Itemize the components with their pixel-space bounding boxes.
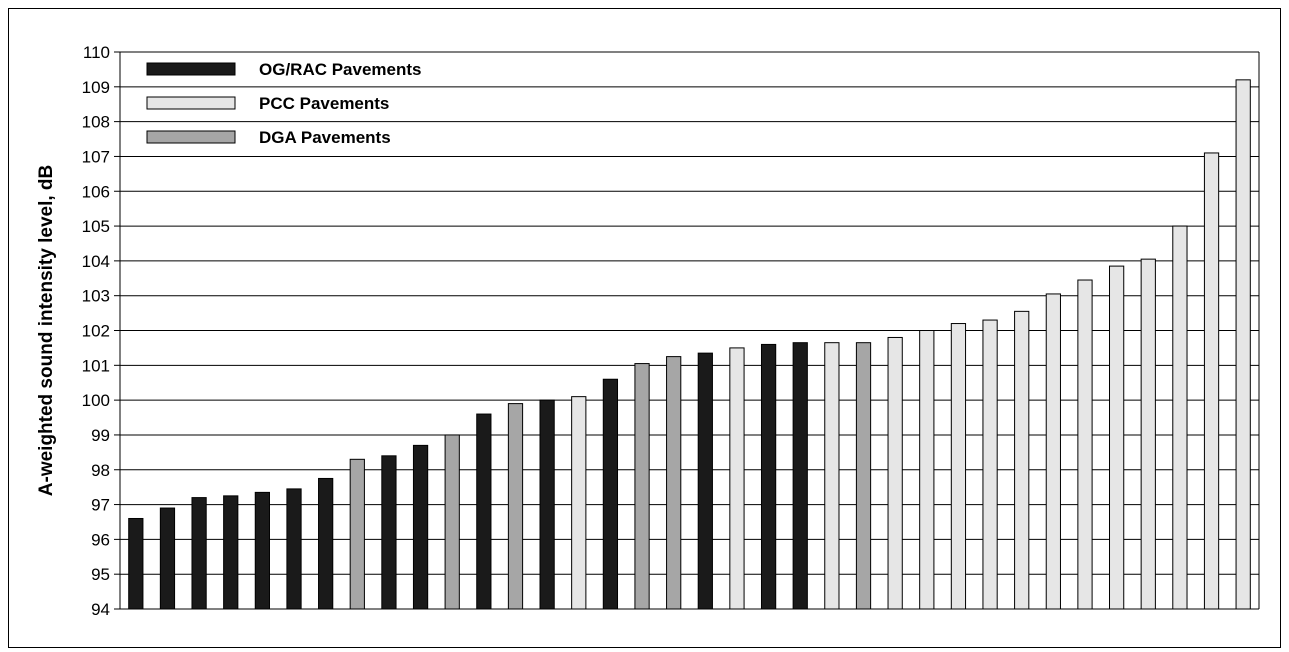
- bar-dga: [349, 458, 365, 610]
- y-tick-label: 100: [82, 391, 110, 410]
- bar-og: [602, 378, 619, 610]
- legend-swatch-pcc: [146, 96, 236, 110]
- y-tick-label: 94: [91, 600, 110, 619]
- y-tick-label: 99: [91, 426, 110, 445]
- y-tick-label: 105: [82, 217, 110, 236]
- y-tick-label: 101: [82, 356, 110, 375]
- bar-pcc: [1140, 258, 1156, 610]
- bar-og: [760, 343, 777, 610]
- bar-og: [191, 497, 207, 610]
- bar-pcc: [824, 342, 840, 610]
- bar-dga: [855, 342, 872, 610]
- bar-dga: [444, 434, 460, 610]
- legend-label-og: OG/RAC Pavements: [259, 60, 422, 79]
- legend-swatch-og: [146, 62, 236, 76]
- bar-pcc: [1235, 79, 1251, 610]
- bar-pcc: [950, 323, 967, 610]
- bar-og: [159, 507, 176, 610]
- bar-dga: [666, 356, 682, 610]
- bar-pcc: [571, 396, 587, 610]
- bar-og: [412, 444, 429, 610]
- bars: [128, 79, 1251, 610]
- y-tick-label: 107: [82, 147, 110, 166]
- legend-swatch-dga: [146, 130, 236, 144]
- bar-og: [792, 342, 808, 610]
- y-tick-label: 102: [82, 322, 110, 341]
- bar-pcc: [919, 330, 935, 610]
- chart-frame: [8, 8, 1281, 648]
- bar-og: [223, 495, 239, 610]
- y-tick-label: 110: [83, 43, 110, 62]
- legend: OG/RAC Pavements PCC Pavements DGA Pavemen…: [146, 60, 422, 147]
- bar-pcc: [1045, 293, 1061, 610]
- y-tick-label: 97: [91, 496, 110, 515]
- y-tick-label: 108: [82, 113, 110, 132]
- y-tick-label: 96: [91, 530, 110, 549]
- bar-dga: [634, 363, 650, 610]
- y-tick-label: 109: [82, 78, 110, 97]
- bar-pcc: [1014, 310, 1030, 610]
- bar-dga: [507, 403, 524, 610]
- y-axis-title: A-weighted sound intensity level, dB: [36, 165, 57, 496]
- bar-og: [254, 491, 270, 610]
- bar-pcc: [1109, 265, 1125, 610]
- bar-og: [697, 352, 713, 610]
- legend-label-dga: DGA Pavements: [259, 128, 391, 147]
- legend-label-pcc: PCC Pavements: [259, 94, 389, 113]
- bar-og: [286, 488, 302, 610]
- axes: 94 95 96 97 98 99 100 101 102 103 104 105 106 107 108 1…: [82, 43, 1260, 619]
- bar-pcc: [1077, 279, 1093, 610]
- grid-lines: [120, 51, 1259, 610]
- bar-og: [539, 399, 555, 610]
- y-tick-label: 106: [82, 182, 110, 201]
- bar-pcc: [729, 347, 745, 610]
- bar-pcc: [1172, 225, 1188, 610]
- bar-og: [318, 477, 334, 610]
- y-tick-label: 95: [91, 565, 110, 584]
- bar-pcc: [887, 336, 903, 610]
- y-tick-label: 98: [91, 461, 110, 480]
- bar-og: [476, 413, 492, 610]
- y-tick-label: 104: [82, 252, 110, 271]
- bar-pcc: [982, 319, 998, 610]
- y-tick-label: 103: [82, 287, 110, 306]
- bar-og: [128, 517, 144, 610]
- bar-pcc: [1203, 152, 1220, 610]
- bar-og: [381, 455, 397, 610]
